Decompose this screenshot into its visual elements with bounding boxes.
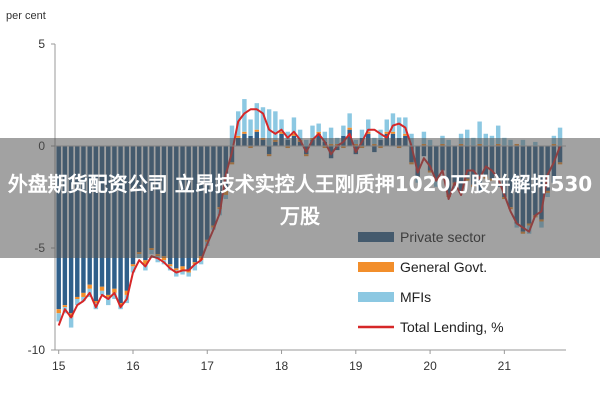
legend-label-total-lending: Total Lending, % [400,319,504,335]
bar-mfis [390,113,396,132]
bar-mfis [557,127,563,146]
bar-mfis [68,317,74,328]
bar-mfis [56,313,61,322]
bar-general-govt [112,288,117,293]
bar-mfis [174,270,179,277]
bar-general-govt [75,296,80,299]
bar-mfis [421,131,427,144]
bar-mfis [316,123,321,132]
bar-general-govt [99,286,105,291]
bar-mfis [99,290,105,295]
bar-mfis [248,119,253,136]
legend-label-general-govt: General Govt. [400,259,487,275]
bar-mfis [198,260,204,265]
bar-mfis [285,131,290,140]
bar-mfis [396,117,402,138]
bar-general-govt [254,129,260,132]
bar-mfis [347,113,352,128]
bar-mfis [260,107,266,138]
bar-mfis [273,111,278,140]
bar-general-govt [93,301,99,304]
bar-general-govt [242,131,247,134]
bar-general-govt [56,309,61,314]
bar-general-govt [174,268,179,271]
x-tick-label: 20 [423,359,437,373]
bar-mfis [322,131,328,142]
bar-mfis [359,129,365,138]
bar-general-govt [403,133,408,136]
bar-general-govt [124,290,130,295]
bar-general-govt [130,264,136,267]
bar-private-sector [347,129,352,146]
x-tick-label: 19 [349,359,363,373]
y-tick-label: -10 [28,343,46,357]
bar-general-govt [161,256,167,261]
bar-general-govt [236,135,241,138]
bar-mfis [297,129,303,140]
legend-swatch-mfis [358,292,394,302]
headline-overlay [0,138,600,258]
bar-mfis [365,119,371,132]
bar-general-govt [180,266,185,271]
x-tick-label: 15 [52,359,66,373]
headline-text: 外盘期货配资公司 立昂技术实控人王刚质押1020万股并解押530万股 [7,172,593,228]
bar-mfis [310,125,315,138]
x-tick-label: 18 [275,359,289,373]
bar-general-govt [167,264,173,267]
bar-mfis [254,103,260,130]
bar-general-govt [316,131,321,134]
x-tick-label: 16 [126,359,140,373]
bar-general-govt [279,131,284,134]
bar-general-govt [384,131,389,134]
bar-general-govt [347,127,352,130]
bar-mfis [279,119,284,132]
legend-swatch-general-govt [358,262,394,272]
bar-mfis [464,129,470,146]
bar-general-govt [143,260,148,265]
bar-mfis [192,264,198,271]
bar-mfis [384,119,389,132]
bar-general-govt [118,303,123,306]
bar-mfis [403,117,408,134]
bar-mfis [81,296,86,302]
bar-mfis [130,266,136,273]
bar-general-govt [87,284,92,289]
bar-general-govt [365,131,371,134]
bar-mfis [341,125,346,136]
bar-mfis [291,117,297,134]
y-tick-label: 5 [38,37,45,51]
bar-mfis [242,99,247,132]
bar-mfis [186,272,191,277]
x-tick-label: 21 [498,359,512,373]
bar-mfis [112,292,117,299]
bar-mfis [180,270,185,275]
bar-general-govt [390,131,396,134]
bar-mfis [229,125,235,146]
x-tick-label: 17 [201,359,215,373]
bar-general-govt [62,305,68,308]
bar-mfis [477,121,482,144]
bar-general-govt [186,270,191,273]
bar-mfis [75,299,80,306]
bar-general-govt [106,294,111,297]
bar-mfis [328,127,334,144]
bar-mfis [495,125,501,144]
legend-label-mfis: MFIs [400,289,431,305]
bar-general-govt [81,292,86,297]
bar-general-govt [291,133,297,136]
bar-mfis [106,296,111,306]
y-axis-unit-label: per cent [6,10,46,22]
